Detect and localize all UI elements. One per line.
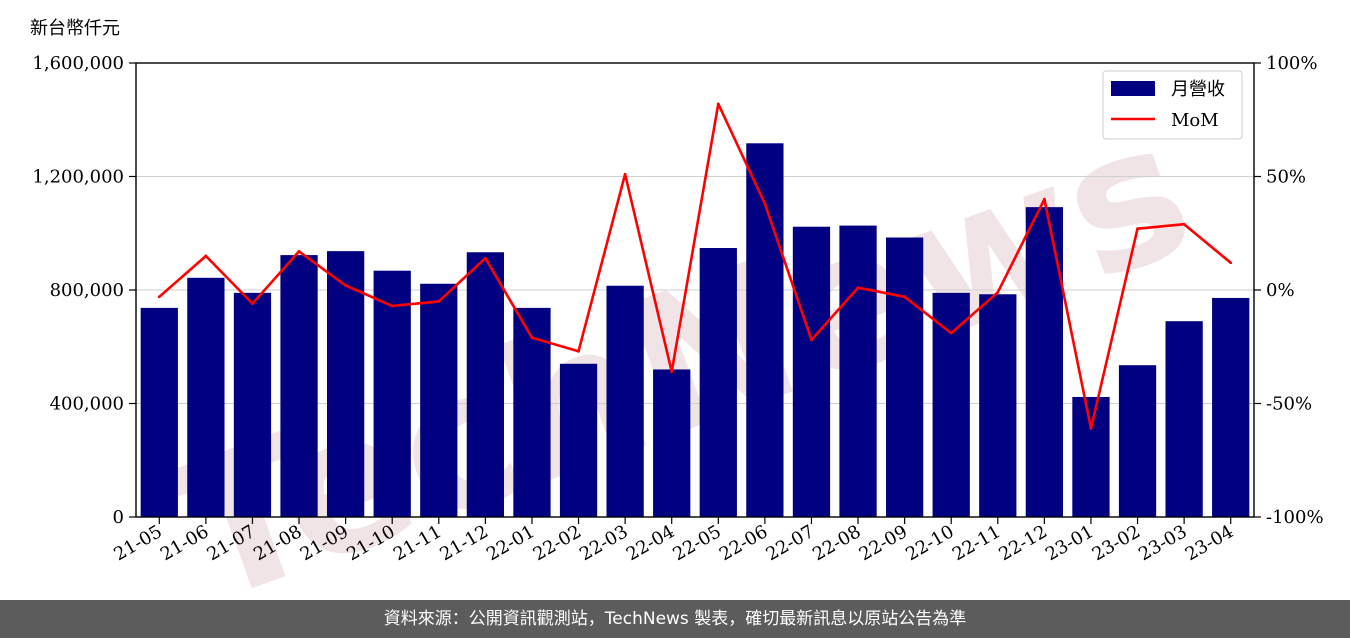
bar-22-01 xyxy=(513,307,551,517)
y-tick-label-2: 800,000 xyxy=(50,280,124,301)
mom-point-22-10 xyxy=(949,331,953,335)
bar-21-12 xyxy=(466,252,505,518)
legend: 月營收 MoM xyxy=(1102,70,1243,140)
bar-21-08 xyxy=(280,255,318,517)
x-tick-label-22-04: 22-04 xyxy=(623,521,678,565)
x-tick-label-23-04: 23-04 xyxy=(1182,521,1237,565)
bar-21-11 xyxy=(420,283,458,517)
y2-tick-label-2: 0% xyxy=(1266,280,1295,301)
bar-series xyxy=(140,143,1250,518)
x-tick-label-22-05: 22-05 xyxy=(669,521,724,565)
mom-point-21-07 xyxy=(251,302,254,306)
x-tick-label-22-12: 22-12 xyxy=(995,521,1050,565)
mom-point-22-04 xyxy=(670,370,674,374)
x-tick-label-22-11: 22-11 xyxy=(949,521,1004,565)
bar-23-03 xyxy=(1165,321,1203,517)
mom-point-21-11 xyxy=(437,299,441,303)
mom-point-21-08 xyxy=(297,250,301,253)
mom-point-22-03 xyxy=(623,172,627,176)
x-tick-label-23-01: 23-01 xyxy=(1042,521,1097,565)
mom-point-22-11 xyxy=(996,290,1000,294)
y-tick-label-4: 1,600,000 xyxy=(32,53,124,74)
bar-22-03 xyxy=(606,285,644,517)
bar-22-04 xyxy=(653,369,691,517)
source-footer: 資料來源：公開資訊觀測站，TechNews 製表，確切最新訊息以原站公告為準 xyxy=(0,600,1350,638)
mom-point-22-07 xyxy=(810,338,813,342)
bar-22-05 xyxy=(699,248,737,517)
bar-21-09 xyxy=(326,251,365,517)
mom-point-22-02 xyxy=(577,349,580,353)
mom-point-21-05 xyxy=(157,295,161,299)
mom-line-series xyxy=(157,102,1233,430)
bar-23-04 xyxy=(1212,297,1250,517)
y2-tick-label-4: 100% xyxy=(1266,53,1317,74)
mom-point-21-09 xyxy=(344,284,348,287)
bar-23-02 xyxy=(1118,365,1157,517)
mom-line xyxy=(158,102,1232,430)
x-tick-label-22-10: 22-10 xyxy=(902,521,957,565)
bar-22-02 xyxy=(559,363,598,517)
bar-22-12 xyxy=(1025,207,1064,517)
mom-point-21-10 xyxy=(390,304,394,308)
x-tick-label-22-08: 22-08 xyxy=(809,521,864,565)
x-tick-label-22-09: 22-09 xyxy=(856,521,911,565)
y-tick-label-3: 1,200,000 xyxy=(32,167,124,188)
bar-21-07 xyxy=(233,292,272,517)
y2-tick-label-1: -50% xyxy=(1266,394,1312,415)
mom-point-22-12 xyxy=(1042,197,1046,201)
mom-point-23-04 xyxy=(1229,261,1233,265)
y-tick-label-0: 0 xyxy=(113,507,124,528)
x-tick-label-23-03: 23-03 xyxy=(1135,521,1190,565)
legend-swatch-revenue xyxy=(1111,81,1155,96)
x-tick-label-22-06: 22-06 xyxy=(716,521,771,565)
bar-22-06 xyxy=(746,143,784,517)
mom-point-22-08 xyxy=(856,286,860,290)
bar-22-08 xyxy=(839,225,877,517)
bar-22-09 xyxy=(885,237,924,517)
mom-point-21-06 xyxy=(204,254,208,258)
x-tick-label-22-07: 22-07 xyxy=(763,521,818,565)
bar-22-11 xyxy=(979,294,1017,517)
mom-point-23-01 xyxy=(1089,427,1093,430)
bar-23-01 xyxy=(1072,396,1110,517)
y-axis-label: 新台幣仟元 xyxy=(30,18,120,39)
bar-21-10 xyxy=(373,270,411,517)
y-tick-label-1: 400,000 xyxy=(50,394,124,415)
gridlines xyxy=(136,176,1254,404)
mom-point-22-09 xyxy=(903,295,907,299)
y2-tick-label-3: 50% xyxy=(1266,167,1306,188)
bar-21-05 xyxy=(140,307,178,517)
bar-22-07 xyxy=(792,226,831,517)
x-tick-label-23-02: 23-02 xyxy=(1089,521,1144,565)
x-tick-label-22-03: 22-03 xyxy=(576,521,631,565)
mom-point-22-06 xyxy=(763,202,767,206)
mom-point-22-01 xyxy=(530,336,534,340)
mom-point-21-12 xyxy=(483,256,487,260)
y2-tick-label-0: -100% xyxy=(1266,507,1324,528)
chart: TechNews 0400,000800,0001,200,0001,600,0… xyxy=(30,18,1324,600)
mom-point-23-03 xyxy=(1182,222,1186,226)
mom-point-22-05 xyxy=(716,102,720,106)
bar-21-06 xyxy=(187,277,225,517)
bar-22-10 xyxy=(932,292,970,517)
legend-label-revenue: 月營收 xyxy=(1171,79,1225,100)
mom-point-23-02 xyxy=(1136,227,1139,231)
legend-label-mom: MoM xyxy=(1171,110,1219,131)
